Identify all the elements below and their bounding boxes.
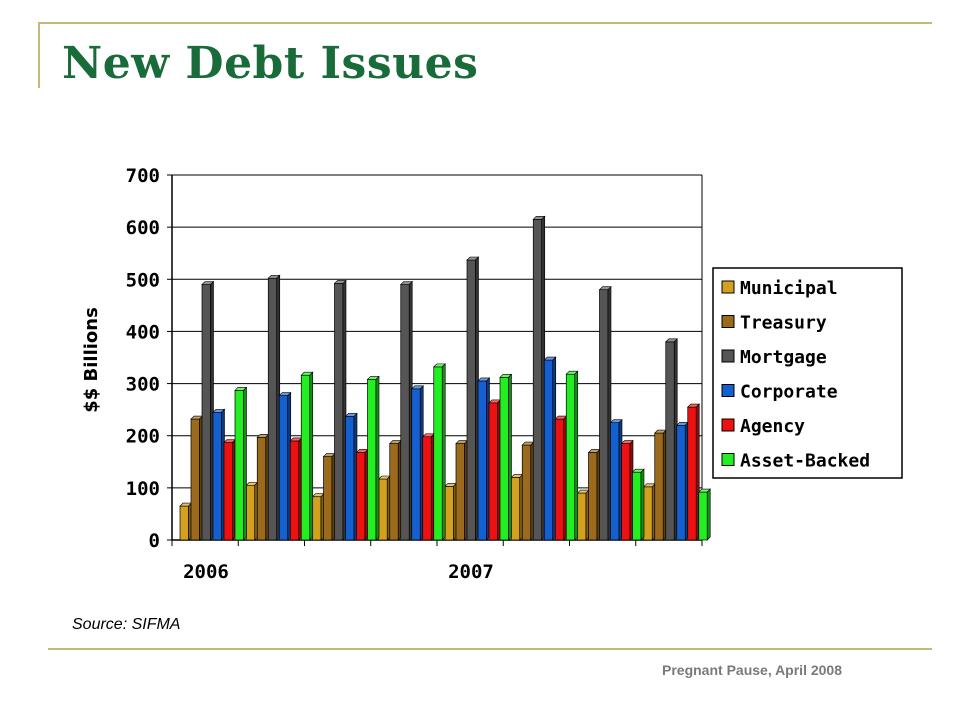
bar-asset-backed	[300, 374, 311, 541]
x-tick-labels: 2006 2007	[183, 561, 494, 583]
bar-treasury	[389, 443, 399, 541]
bar-municipal	[312, 496, 322, 541]
bar-treasury	[323, 456, 333, 541]
bar-municipal	[577, 492, 587, 541]
x-tick-label: 2007	[448, 561, 494, 583]
bar-corporate	[610, 422, 620, 541]
slide-frame-top	[38, 22, 932, 24]
source-note: Source: SIFMA	[72, 616, 181, 633]
bar-side-face	[243, 386, 247, 541]
bar-asset-backed	[565, 373, 576, 541]
y-tick-label: 500	[126, 269, 160, 291]
slide-frame-left	[38, 22, 40, 88]
chart-legend: Municipal Treasury Mortgage Corporate Agency…	[712, 267, 903, 479]
y-tick-label: 200	[126, 426, 160, 448]
bar-treasury	[256, 436, 267, 541]
y-tick-label: 0	[149, 530, 160, 552]
bar-mortgage	[532, 218, 543, 541]
bar-side-face	[574, 370, 579, 541]
legend-box	[712, 267, 903, 479]
x-tick-label: 2006	[183, 561, 229, 583]
bar-asset-backed	[234, 390, 244, 541]
bar-agency	[289, 440, 300, 541]
chart-bars	[179, 215, 711, 541]
bar-corporate	[477, 380, 487, 541]
bar-corporate	[543, 359, 554, 541]
bar-asset-backed	[499, 376, 509, 541]
legend-swatch-corporate	[721, 384, 735, 397]
bar-mortgage	[267, 277, 278, 541]
legend-swatch-mortgage	[721, 349, 735, 363]
bar-corporate	[676, 424, 686, 541]
y-tick-label: 600	[126, 217, 160, 239]
bar-treasury	[654, 432, 664, 541]
bar-corporate	[212, 411, 222, 541]
bar-treasury	[521, 444, 532, 541]
legend-swatch-treasury	[721, 315, 735, 328]
legend-label-treasury: Treasury	[740, 313, 827, 334]
bar-agency	[422, 436, 432, 541]
bar-corporate	[278, 395, 289, 541]
legend-swatch-municipal	[721, 280, 735, 294]
bar-side-face	[640, 468, 645, 541]
bar-treasury	[455, 443, 465, 541]
bar-agency	[488, 402, 498, 541]
bar-mortgage	[466, 259, 476, 541]
bar-corporate	[411, 388, 421, 541]
legend-label-corporate: Corporate	[740, 382, 838, 403]
bar-municipal	[378, 478, 388, 541]
footer-text: Pregnant Pause, April 2008	[662, 662, 842, 678]
y-tick-label: 100	[126, 478, 160, 500]
bar-side-face	[706, 488, 711, 541]
bar-agency	[621, 443, 631, 541]
legend-label-asset-backed: Asset-Backed	[740, 451, 870, 472]
bar-asset-backed	[367, 379, 377, 541]
y-tick-label: 300	[126, 374, 160, 396]
y-tick-label: 400	[126, 321, 160, 343]
y-tick-label: 700	[126, 165, 160, 187]
bar-mortgage	[201, 284, 211, 541]
bar-side-face	[441, 363, 446, 541]
slide-frame-bottom	[48, 648, 932, 650]
legend-label-mortgage: Mortgage	[740, 347, 827, 368]
bar-side-face	[508, 373, 512, 541]
bar-asset-backed	[433, 366, 443, 541]
bar-agency	[687, 406, 697, 541]
bar-mortgage	[400, 284, 410, 541]
bar-side-face	[309, 371, 314, 541]
bar-mortgage	[599, 289, 609, 541]
bar-agency	[356, 452, 366, 541]
bar-municipal	[444, 485, 454, 541]
bar-side-face	[375, 375, 380, 541]
y-axis-label: $$ Billions	[81, 307, 102, 413]
bar-asset-backed	[698, 491, 708, 541]
y-tick-labels: 0 100 200 300 400 500 600 700	[126, 165, 160, 552]
bar-mortgage	[334, 283, 344, 541]
bar-municipal	[245, 484, 256, 541]
slide-title: New Debt Issues	[62, 38, 479, 89]
legend-swatch-asset-backed	[721, 453, 735, 466]
bar-treasury	[190, 418, 200, 541]
legend-swatch-agency	[721, 418, 735, 432]
bar-mortgage	[665, 341, 675, 541]
legend-label-municipal: Municipal	[740, 278, 838, 299]
bar-agency	[554, 418, 565, 541]
bar-asset-backed	[632, 471, 642, 541]
bar-municipal	[643, 486, 653, 541]
bar-municipal	[510, 477, 521, 541]
bar-agency	[223, 442, 233, 541]
bar-corporate	[345, 416, 355, 541]
bar-treasury	[588, 452, 598, 541]
legend-label-agency: Agency	[740, 416, 805, 437]
bar-municipal	[179, 505, 189, 541]
